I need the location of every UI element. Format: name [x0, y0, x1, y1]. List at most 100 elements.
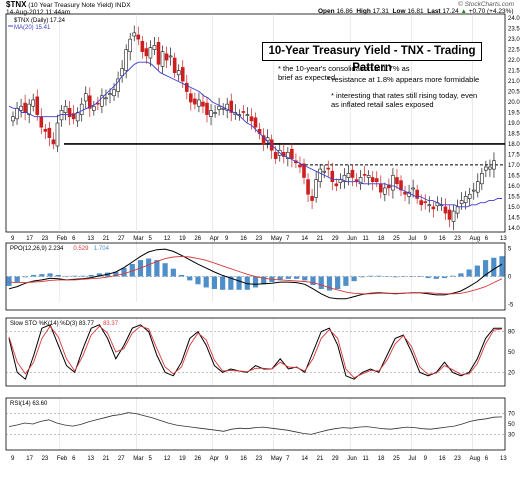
candle-body	[148, 47, 153, 59]
y-tick-label: 50	[508, 422, 515, 428]
x-tick-label-bottom: 9	[225, 456, 229, 462]
candle-body	[156, 41, 161, 65]
x-tick-label: 18	[378, 236, 385, 242]
ppo-hist-bar	[285, 276, 291, 279]
candle-body	[455, 206, 460, 214]
candle-body	[342, 175, 347, 182]
x-tick-label: 26	[194, 236, 201, 242]
y-tick-label: 80	[508, 330, 515, 336]
candle-body	[484, 166, 488, 171]
candle-body	[492, 160, 496, 170]
ppo-hist-bar	[88, 274, 94, 277]
candle-body	[172, 57, 177, 73]
ppo-hist-bar	[441, 276, 448, 279]
sto-panel	[5, 317, 506, 387]
y-tick-label: 18.5	[508, 131, 520, 137]
candle-body	[213, 112, 217, 114]
candle-body	[427, 204, 432, 207]
candle-body	[334, 183, 339, 187]
ppo-hist-bar	[466, 269, 472, 277]
ppo-hist-bar	[409, 276, 415, 277]
candle-body	[419, 200, 424, 206]
x-tick-label-bottom: May	[271, 456, 282, 462]
sto-d-line	[8, 325, 503, 379]
candle-body	[176, 70, 181, 76]
ppo-hist-bar	[211, 276, 218, 290]
ppo-hist-bar	[244, 276, 250, 290]
ppo-hist-bar	[400, 276, 406, 277]
x-tick-label: 29	[332, 236, 339, 242]
x-tick-label-bottom: 7	[286, 456, 290, 462]
x-tick-label-bottom: 18	[378, 456, 385, 462]
x-tick-label-bottom: Mar	[133, 456, 143, 462]
x-tick-label-bottom: 19	[179, 456, 186, 462]
ppo-hist-bar	[277, 276, 283, 280]
y-tick-label: 22.0	[508, 58, 520, 64]
candle-body	[253, 117, 258, 128]
x-tick-label: Apr	[210, 236, 219, 242]
candle-body	[298, 164, 302, 168]
candle-body	[471, 189, 476, 192]
candle-body	[306, 179, 310, 195]
candle-body	[132, 32, 137, 37]
watermark: © StockCharts.com	[458, 1, 515, 8]
low-label: Low	[392, 8, 406, 15]
ppo-hist-bar	[261, 276, 267, 285]
ppo-hist-bar	[113, 271, 119, 277]
x-tick-label: 21	[317, 236, 324, 242]
rsi-legend: RSI(14) 63.60	[10, 401, 48, 407]
ppo-hist-bar	[146, 258, 152, 277]
annotation-note-2: * resistance at 1.8% appears more formid…	[327, 75, 480, 84]
y-tick-label: 16.0	[508, 184, 520, 190]
candle-body	[249, 116, 254, 122]
candle-body	[108, 93, 112, 96]
candle-body	[383, 187, 387, 195]
candle-body	[124, 49, 128, 71]
candle-body	[201, 101, 205, 107]
y-tick-label: 14.0	[508, 226, 520, 232]
x-tick-label-bottom: 23	[256, 456, 263, 462]
candle-body	[411, 187, 415, 190]
candle-body	[140, 40, 145, 53]
candle-body	[374, 178, 379, 182]
candle-body	[184, 82, 189, 92]
candle-body	[391, 175, 395, 191]
candle-body	[67, 108, 72, 118]
ppo-hist-bar	[359, 276, 365, 278]
candle-body	[322, 170, 327, 173]
candle-body	[451, 210, 456, 222]
x-tick-label: 13	[500, 236, 507, 242]
candle-body	[330, 170, 335, 182]
candle-body	[443, 206, 448, 214]
ppo-hist-bar	[310, 276, 316, 286]
candle-body	[92, 105, 96, 111]
x-tick-label: 9	[225, 236, 229, 242]
x-tick-label-bottom: Feb	[57, 456, 68, 462]
ppo-hist-bar	[55, 274, 61, 277]
y-tick-label: 17.5	[508, 152, 520, 158]
chart-header: $TNX (10 Year Treasury Note Yield) INDX	[6, 1, 131, 10]
ppo-hist-bar	[302, 276, 308, 281]
ppo-hist-bar	[178, 274, 185, 277]
y-tick-label: 5	[508, 247, 512, 253]
candle-body	[463, 196, 468, 203]
candle-body	[83, 93, 88, 102]
candle-body	[197, 99, 201, 107]
y-tick-label: 20	[508, 370, 515, 376]
exchange: INDX	[115, 2, 131, 9]
candle-body	[395, 177, 399, 185]
x-tick-label: 11	[362, 236, 369, 242]
y-tick-label: 70	[508, 412, 515, 418]
candle-body	[217, 105, 221, 110]
x-tick-label: 9	[424, 236, 428, 242]
candle-body	[346, 173, 351, 178]
x-tick-label-bottom: Aug	[469, 456, 480, 462]
sto-k-line	[8, 324, 502, 381]
candle-body	[15, 108, 19, 120]
x-tick-label: Jul	[408, 236, 416, 242]
annotation-note-1: * the 10-year's consolidation at 1.7% as…	[278, 64, 410, 82]
ppo-hist-bar	[433, 276, 439, 279]
high-label: High	[356, 8, 371, 15]
candle-body	[31, 99, 36, 107]
